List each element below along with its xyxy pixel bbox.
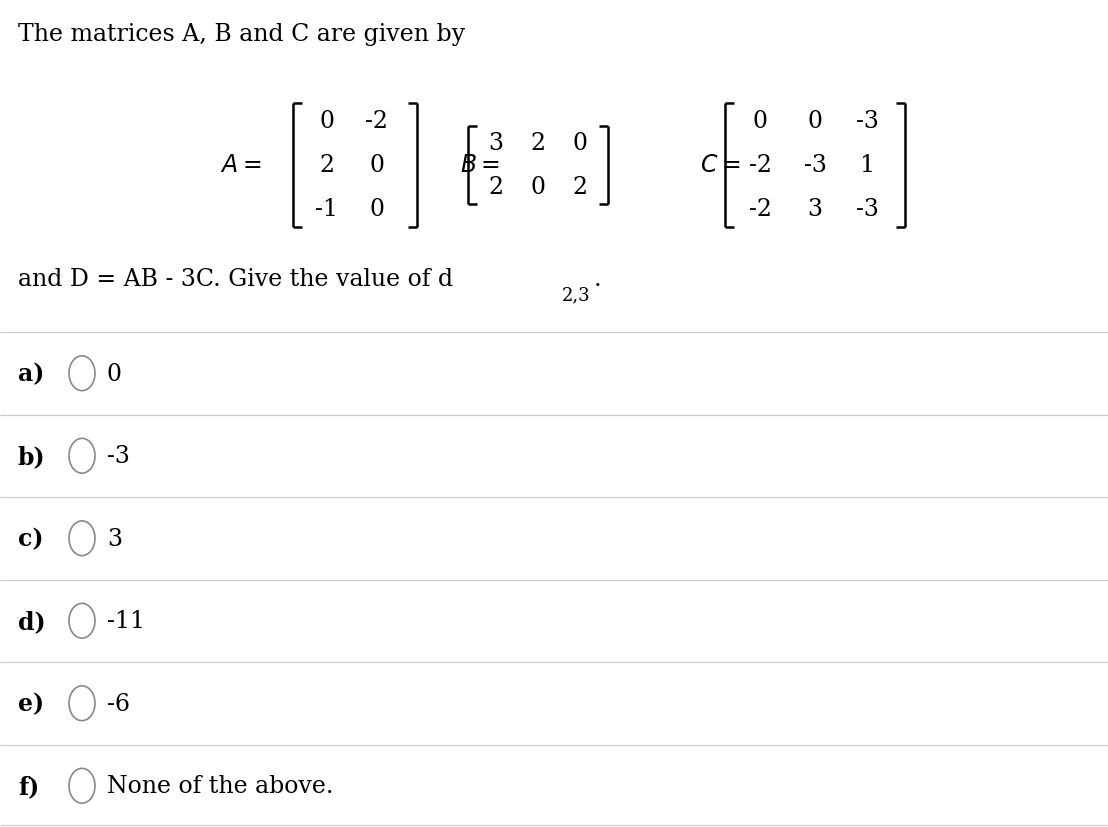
Text: 3: 3 [489,132,503,155]
Text: 0: 0 [107,362,122,385]
Text: e): e) [18,691,44,715]
Text: $A =$: $A =$ [220,155,261,177]
Text: 2: 2 [531,132,545,155]
Text: b): b) [18,444,45,468]
Text: 3: 3 [808,198,822,222]
Text: None of the above.: None of the above. [107,774,334,797]
Text: $C =$: $C =$ [700,155,740,177]
Text: -3: -3 [107,445,130,468]
Text: -1: -1 [316,198,339,222]
Text: and D = AB - 3C. Give the value of d: and D = AB - 3C. Give the value of d [18,268,453,291]
Text: 0: 0 [752,110,768,133]
Text: 0: 0 [808,110,822,133]
Text: -2: -2 [749,198,771,222]
Text: 3: 3 [107,527,122,550]
Text: a): a) [18,361,44,385]
Text: f): f) [18,774,39,798]
Text: 0: 0 [573,132,587,155]
Text: -3: -3 [803,155,827,177]
Text: -2: -2 [749,155,771,177]
Text: 2: 2 [489,176,503,199]
Text: d): d) [18,609,45,633]
Text: The matrices A, B and C are given by: The matrices A, B and C are given by [18,23,465,46]
Text: 2: 2 [573,176,587,199]
Text: -3: -3 [855,198,879,222]
Text: 2: 2 [319,155,335,177]
Text: $B =$: $B =$ [460,155,500,177]
Text: -3: -3 [855,110,879,133]
Text: -11: -11 [107,609,145,633]
Text: .: . [594,268,602,291]
Text: 1: 1 [860,155,874,177]
Text: c): c) [18,527,43,551]
Text: 0: 0 [319,110,335,133]
Text: 0: 0 [369,198,384,222]
Text: 2,3: 2,3 [562,285,591,304]
Text: -6: -6 [107,692,130,715]
Text: 0: 0 [531,176,545,199]
Text: -2: -2 [366,110,389,133]
Text: 0: 0 [369,155,384,177]
